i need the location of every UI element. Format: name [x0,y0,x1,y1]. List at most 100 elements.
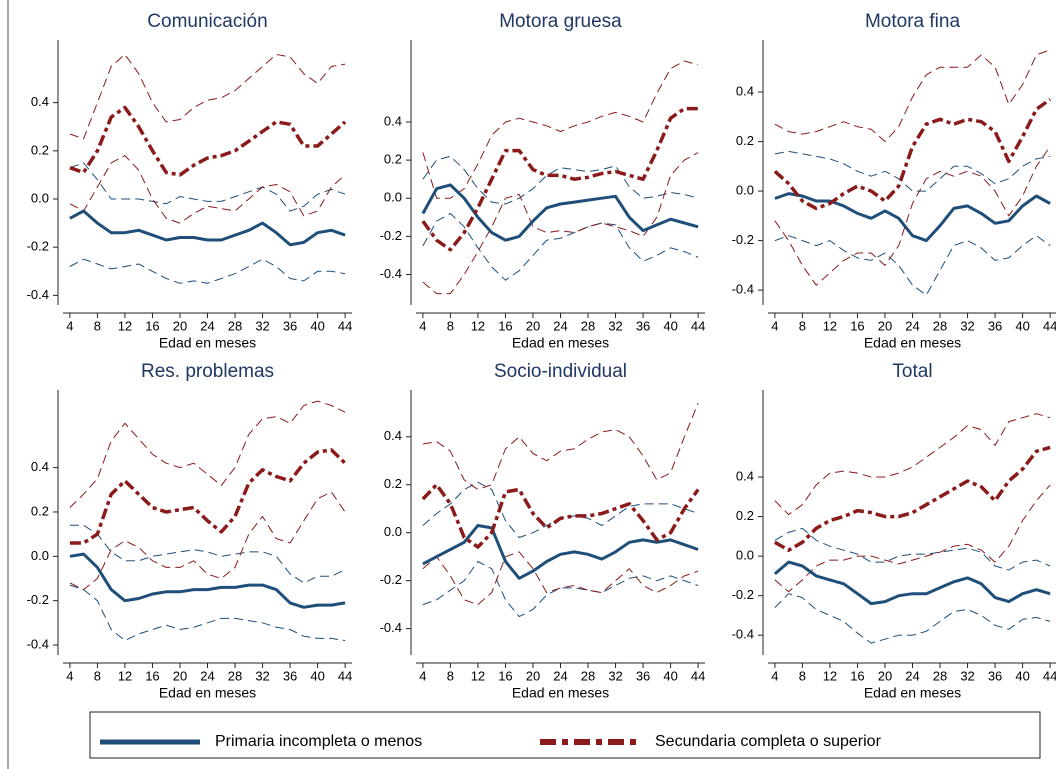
x-tick-label: 20 [526,318,540,333]
y-tick-label: 0.4 [31,94,49,109]
y-tick-label: 0.0 [736,183,754,198]
y-tick-label: -0.4 [732,282,754,297]
x-tick-label: 28 [933,318,947,333]
y-tick-label: 0.0 [384,524,402,539]
x-tick-label: 28 [228,318,242,333]
ci-lower [422,213,699,281]
x-tick-label: 24 [200,668,214,683]
x-tick-label: 20 [173,318,187,333]
y-tick-label: 0.2 [736,133,754,148]
series-line [69,105,347,177]
x-tick-label: 36 [283,668,297,683]
x-tick-label: 12 [471,318,485,333]
legend-label: Primaria incompleta o menos [215,733,422,750]
y-tick-label: 0.0 [384,190,402,205]
y-tick-label: -0.4 [27,636,49,651]
x-tick-label: 44 [338,318,352,333]
ci-lower [774,146,1051,286]
ci-lower [774,235,1051,296]
ci-lower [69,491,346,591]
x-tick-label: 32 [960,668,974,683]
series-line [421,482,700,549]
x-tick-label: 8 [94,668,101,683]
series-line [773,97,1052,211]
x-tick-label: 24 [553,668,567,683]
y-tick-label: -0.2 [27,239,49,254]
y-tick-label: 0.2 [31,142,49,157]
ci-upper [422,155,699,205]
ci-upper [69,162,346,212]
x-tick-label: 36 [988,318,1002,333]
x-tick-label: 28 [581,318,595,333]
panel-title: Motora fina [865,11,960,32]
x-tick-label: 28 [933,668,947,683]
ci-upper [69,524,346,584]
x-tick-label: 4 [66,318,73,333]
x-tick-label: 20 [878,668,892,683]
x-tick-label: 32 [255,318,269,333]
y-tick-label: -0.4 [732,627,754,642]
y-tick-label: -0.2 [27,592,49,607]
y-tick-label: 0.2 [384,152,402,167]
series-line [421,106,699,252]
ci-lower [69,155,346,224]
x-tick-label: 36 [636,668,650,683]
x-tick-label: 40 [1015,668,1029,683]
y-tick-label: -0.2 [380,228,402,243]
ci-upper [69,54,346,140]
x-tick-label: 24 [553,318,567,333]
panel: Socio-individual -0.4 -0.2 0.0 0.2 0.4 4 8 12 16 2… [380,361,706,701]
ci-lower [69,584,346,642]
x-tick-label: 24 [905,318,919,333]
y-tick-label: 0.0 [31,548,49,563]
x-tick-label: 32 [960,318,974,333]
series-line [773,560,1051,606]
ci-lower [422,551,699,606]
panel: Res. problemas -0.4 -0.2 0.0 0.2 0.4 4 8 12 16 20 2… [27,361,353,701]
x-tick-label: 20 [878,318,892,333]
x-axis-label: Edad en meses [864,685,961,701]
series-line [69,209,346,247]
x-tick-label: 4 [771,318,778,333]
x-tick-label: 8 [94,318,101,333]
x-tick-label: 44 [1043,318,1056,333]
x-tick-label: 24 [200,318,214,333]
series-line [422,524,699,580]
y-tick-label: 0.4 [31,459,49,474]
x-tick-label: 40 [663,668,677,683]
panel-title: Comunicación [147,11,267,32]
x-axis-label: Edad en meses [512,335,609,351]
x-tick-label: 12 [118,668,132,683]
x-tick-label: 4 [66,668,73,683]
x-tick-label: 4 [771,668,778,683]
panel: Motora fina -0.4 -0.2 0.0 0.2 0.4 4 8 12 16 20 24 28… [732,11,1056,351]
panel: Motora gruesa -0.4 -0.2 0.0 0.2 0.4 4 8 12 16 20 24… [380,11,706,351]
x-tick-label: 16 [498,668,512,683]
x-tick-label: 32 [255,668,269,683]
x-tick-label: 40 [310,318,324,333]
x-tick-label: 44 [338,668,352,683]
series-line [69,448,347,545]
ci-upper [422,481,699,538]
x-axis-label: Edad en meses [159,335,256,351]
x-tick-label: 8 [447,318,454,333]
x-tick-label: 12 [471,668,485,683]
x-axis-label: Edad en meses [512,685,609,701]
x-tick-label: 4 [419,668,426,683]
x-tick-label: 16 [850,318,864,333]
ci-upper [774,413,1051,516]
panel: Total -0.4 -0.2 0.0 0.2 0.4 4 8 12 16 20 24 28 32 36 40… [732,361,1056,701]
ci-lower [774,593,1051,644]
y-tick-label: 0.0 [31,190,49,205]
panel: Comunicación -0.4 -0.2 0.0 0.2 0.4 4 8 12 16 20 24 2… [27,11,353,351]
y-tick-label: 0.4 [736,468,754,483]
y-tick-label: -0.2 [732,587,754,602]
ci-lower [774,484,1051,593]
x-tick-label: 16 [498,318,512,333]
ci-lower [69,258,346,284]
x-axis-label: Edad en meses [159,685,256,701]
legend-box [89,711,1041,759]
x-tick-label: 8 [799,318,806,333]
series-line [774,192,1051,243]
